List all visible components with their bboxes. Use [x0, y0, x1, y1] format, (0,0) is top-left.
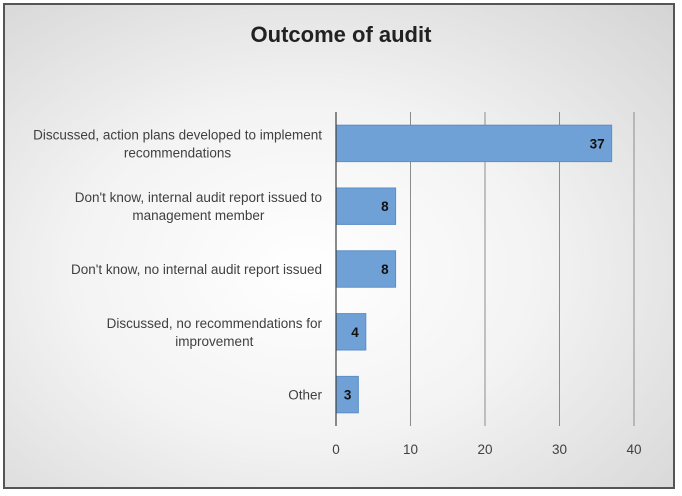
- data-label: 8: [381, 199, 389, 214]
- bar: [335, 187, 397, 225]
- x-tick-label: 40: [626, 442, 641, 457]
- data-label: 3: [344, 388, 352, 403]
- category-label: improvement: [175, 334, 253, 349]
- data-label: 37: [590, 136, 605, 151]
- category-label: Other: [288, 388, 322, 403]
- x-tick-label: 20: [477, 442, 492, 457]
- category-label: Discussed, no recommendations for: [107, 316, 323, 331]
- data-label: 8: [381, 262, 389, 277]
- x-tick-label: 10: [403, 442, 418, 457]
- x-tick-label: 0: [332, 442, 340, 457]
- bar: [335, 124, 613, 163]
- category-label: management member: [132, 208, 265, 223]
- category-label: Don't know, internal audit report issued…: [75, 190, 322, 205]
- category-label: recommendations: [124, 145, 232, 160]
- category-label: Discussed, action plans developed to imp…: [33, 127, 322, 142]
- x-tick-label: 30: [552, 442, 567, 457]
- category-label: Don't know, no internal audit report iss…: [71, 262, 322, 277]
- chart-title: Outcome of audit: [250, 22, 432, 47]
- data-label: 4: [351, 325, 359, 340]
- bar: [335, 250, 397, 288]
